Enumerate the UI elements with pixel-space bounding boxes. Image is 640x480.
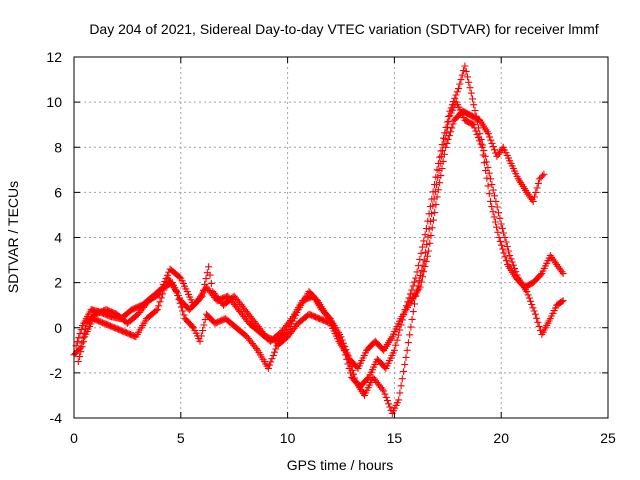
axis-ticks: 0 5 10 15 20 25 -4 -2 0 2 4 6 8 10 12: [46, 49, 616, 446]
y-tick-label: 0: [54, 320, 62, 336]
y-tick-label: 6: [54, 184, 62, 200]
plus-markers: [72, 107, 548, 372]
series-track-c: [72, 107, 548, 372]
x-tick-label: 5: [177, 430, 185, 446]
y-tick-label: -2: [50, 365, 63, 381]
x-tick-label: 15: [387, 430, 403, 446]
y-tick-label: -4: [50, 410, 63, 426]
y-tick-label: 8: [54, 139, 62, 155]
series-track-a: [70, 62, 567, 390]
series-track-b: [74, 98, 567, 417]
plus-markers: [74, 98, 567, 417]
y-tick-label: 10: [46, 94, 62, 110]
plus-markers: [70, 62, 567, 390]
x-tick-label: 10: [280, 430, 296, 446]
y-tick-label: 4: [54, 230, 62, 246]
x-axis-title: GPS time / hours: [287, 457, 394, 473]
chart-title: Day 204 of 2021, Sidereal Day-to-day VTE…: [89, 21, 598, 37]
x-tick-label: 20: [493, 430, 509, 446]
x-tick-label: 0: [70, 430, 78, 446]
data-points: [70, 62, 567, 417]
y-tick-label: 12: [46, 49, 62, 65]
y-axis-title: SDTVAR / TECUs: [5, 181, 21, 293]
grid: [74, 57, 608, 418]
y-tick-label: 2: [54, 275, 62, 291]
x-tick-label: 25: [600, 430, 616, 446]
